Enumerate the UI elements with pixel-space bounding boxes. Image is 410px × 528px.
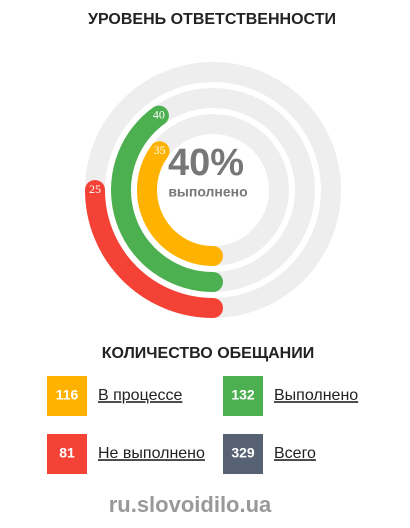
count-link[interactable]: Всего: [274, 445, 316, 462]
counts-title: КОЛИЧЕСТВО ОБЕЩАНИИ: [102, 345, 314, 362]
center-value: 40%: [168, 142, 244, 184]
count-link[interactable]: Выполнено: [274, 387, 358, 404]
count-link[interactable]: В процессе: [98, 387, 182, 404]
arc-label: 35: [154, 143, 166, 157]
radial-chart: 25 40 35: [85, 62, 341, 318]
count-value: 132: [231, 387, 255, 403]
center-label: выполнено: [168, 184, 247, 200]
arc: [111, 105, 223, 292]
watermark: ru.slovoidilo.ua: [109, 492, 272, 517]
count-value: 116: [56, 387, 79, 403]
count-box: [223, 376, 263, 416]
arc-label: 25: [89, 182, 101, 196]
count-box: [47, 434, 87, 474]
count-value: 81: [59, 445, 75, 461]
arc: [85, 180, 223, 318]
counts: 116 В процессе 132 Выполнено 81 Не выполнено 3…: [47, 376, 358, 474]
arc: [137, 141, 223, 266]
count-value: 329: [231, 445, 255, 461]
count-link[interactable]: Не выполнено: [98, 445, 205, 462]
arc-label: 40: [153, 107, 165, 121]
count-box: [223, 434, 263, 474]
chart-title: УРОВЕНЬ ОТВЕТСТВЕННОСТИ: [88, 11, 336, 28]
count-box: [47, 376, 87, 416]
